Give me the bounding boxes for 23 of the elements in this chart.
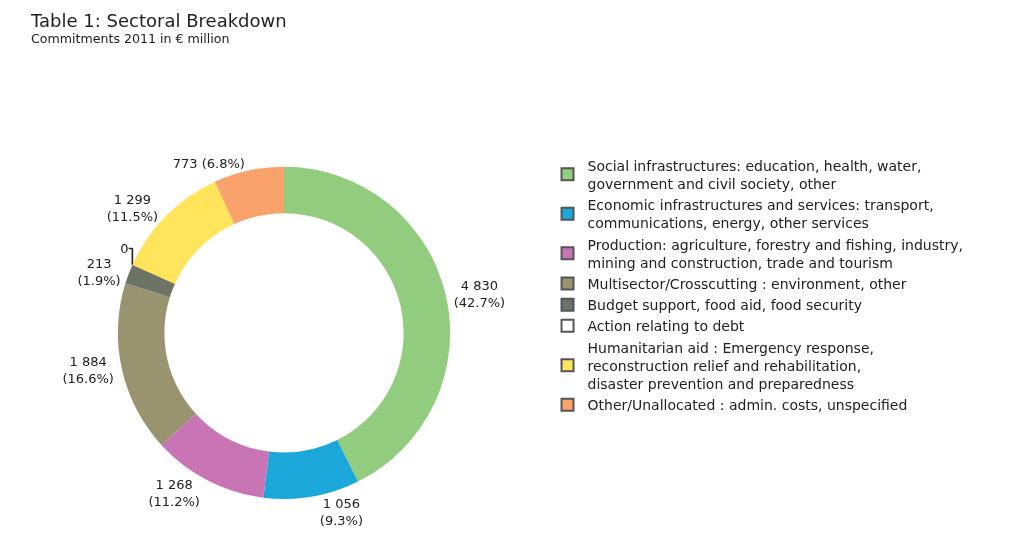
legend-label: Economic infrastructures and services: transport, communications, energy, other services xyxy=(587,197,934,232)
donut-slice xyxy=(125,264,175,298)
chart-title: Table 1: Sectoral Breakdown xyxy=(30,9,287,31)
donut-slice xyxy=(118,283,196,446)
text: 0 xyxy=(120,241,129,257)
legend-label: Multisector/Crosscutting : environment, other xyxy=(587,275,907,292)
chart-subtitle: Commitments 2011 in € million xyxy=(31,30,230,46)
data-label: 1 884 (16.6%) xyxy=(62,353,114,386)
legend-label: Humanitarian aid : Emergency response, reconstruction relief and rehabilitation, disaster prevention and preparedness xyxy=(587,339,874,392)
data-label: 213 (1.9%) xyxy=(77,256,121,288)
data-label: 1 268 (11.2%) xyxy=(148,477,200,510)
legend-label: Budget support, food aid, food security xyxy=(587,297,862,314)
legend-label: Action relating to debt xyxy=(587,318,745,335)
data-label: 1 056 (9.3%) xyxy=(319,496,363,529)
data-label: 773 (6.8%) xyxy=(172,155,245,171)
donut-slice xyxy=(263,439,358,499)
legend-label: Other/Unallocated : admin. costs, unspecified xyxy=(587,397,908,414)
donut-slice xyxy=(284,166,451,482)
legend-label: Social infrastructures: education, health, water, government and civil society, other xyxy=(587,157,922,192)
donut-slice xyxy=(161,413,270,498)
data-label: 4 830 (42.7%) xyxy=(453,278,506,310)
data-label: 1 299 (11.5%) xyxy=(106,191,159,224)
legend-label: Production: agriculture, forestry and fishing, industry, mining and construction, trade and tourism xyxy=(587,236,964,271)
